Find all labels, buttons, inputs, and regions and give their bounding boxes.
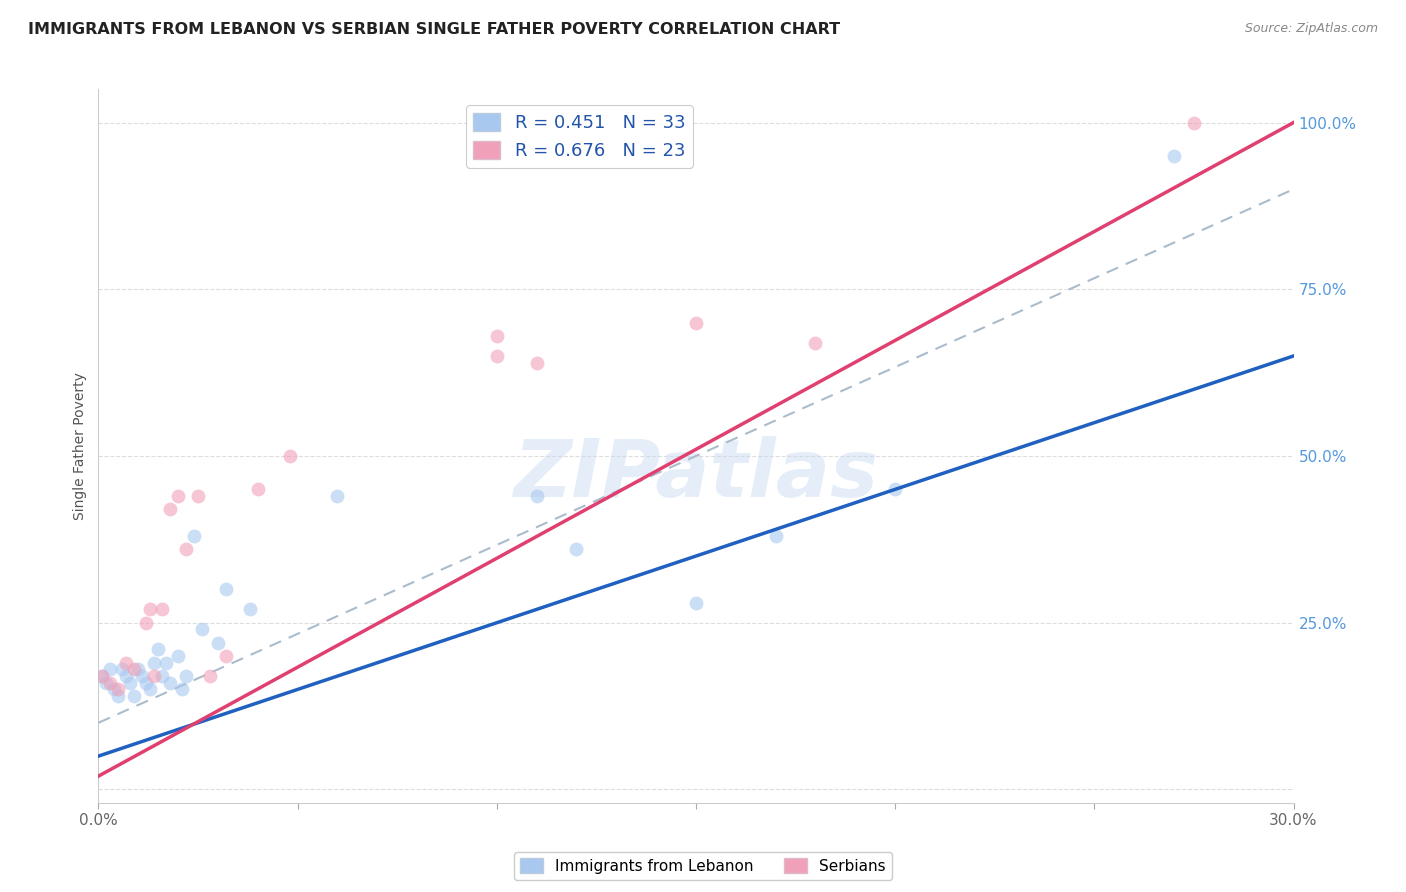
Point (685, 316, 707, 330)
Point (565, 542, 588, 557)
Legend: R = 0.451   N = 33, R = 0.676   N = 23: R = 0.451 N = 33, R = 0.676 N = 23 (465, 105, 693, 168)
Point (187, 489, 209, 503)
Point (174, 542, 197, 557)
Point (191, 623, 214, 637)
Point (239, 602, 262, 616)
Legend: Immigrants from Lebanon, Serbians: Immigrants from Lebanon, Serbians (515, 852, 891, 880)
Point (107, 689, 129, 703)
Point (215, 582, 238, 597)
Point (150, 602, 173, 616)
Point (526, 489, 548, 503)
Y-axis label: Single Father Poverty: Single Father Poverty (73, 372, 87, 520)
Point (485, 329, 508, 343)
Point (765, 529, 787, 543)
Point (172, 682, 194, 697)
Text: Source: ZipAtlas.com: Source: ZipAtlas.com (1244, 22, 1378, 36)
Point (148, 642, 170, 657)
Point (100, 662, 122, 676)
Point (159, 675, 181, 690)
Point (127, 662, 149, 676)
Point (100, 675, 122, 690)
Point (115, 656, 138, 670)
Point (120, 675, 142, 690)
Point (1182, 115, 1205, 129)
Point (215, 649, 238, 664)
Point (1163, 149, 1185, 163)
Point (115, 669, 138, 683)
Point (884, 483, 907, 497)
Point (139, 682, 162, 697)
Point (246, 483, 269, 497)
Point (198, 669, 221, 683)
Point (207, 636, 229, 650)
Point (167, 489, 190, 503)
Point (278, 449, 301, 463)
Point (174, 669, 197, 683)
Point (183, 529, 205, 543)
Point (135, 675, 157, 690)
Point (124, 662, 146, 676)
Point (159, 502, 181, 516)
Point (107, 682, 129, 697)
Point (135, 615, 157, 630)
Point (150, 669, 173, 683)
Point (139, 602, 162, 616)
Text: ZIPatlas: ZIPatlas (513, 435, 879, 514)
Point (326, 489, 349, 503)
Point (804, 335, 827, 350)
Point (685, 596, 707, 610)
Point (143, 669, 166, 683)
Point (485, 349, 508, 363)
Point (103, 682, 125, 697)
Point (143, 656, 166, 670)
Point (96, 675, 118, 690)
Point (167, 649, 190, 664)
Text: IMMIGRANTS FROM LEBANON VS SERBIAN SINGLE FATHER POVERTY CORRELATION CHART: IMMIGRANTS FROM LEBANON VS SERBIAN SINGL… (28, 22, 841, 37)
Point (124, 689, 146, 703)
Point (526, 356, 548, 370)
Point (131, 669, 153, 683)
Point (155, 656, 177, 670)
Point (111, 662, 134, 676)
Point (91, 669, 114, 683)
Point (91, 669, 114, 683)
